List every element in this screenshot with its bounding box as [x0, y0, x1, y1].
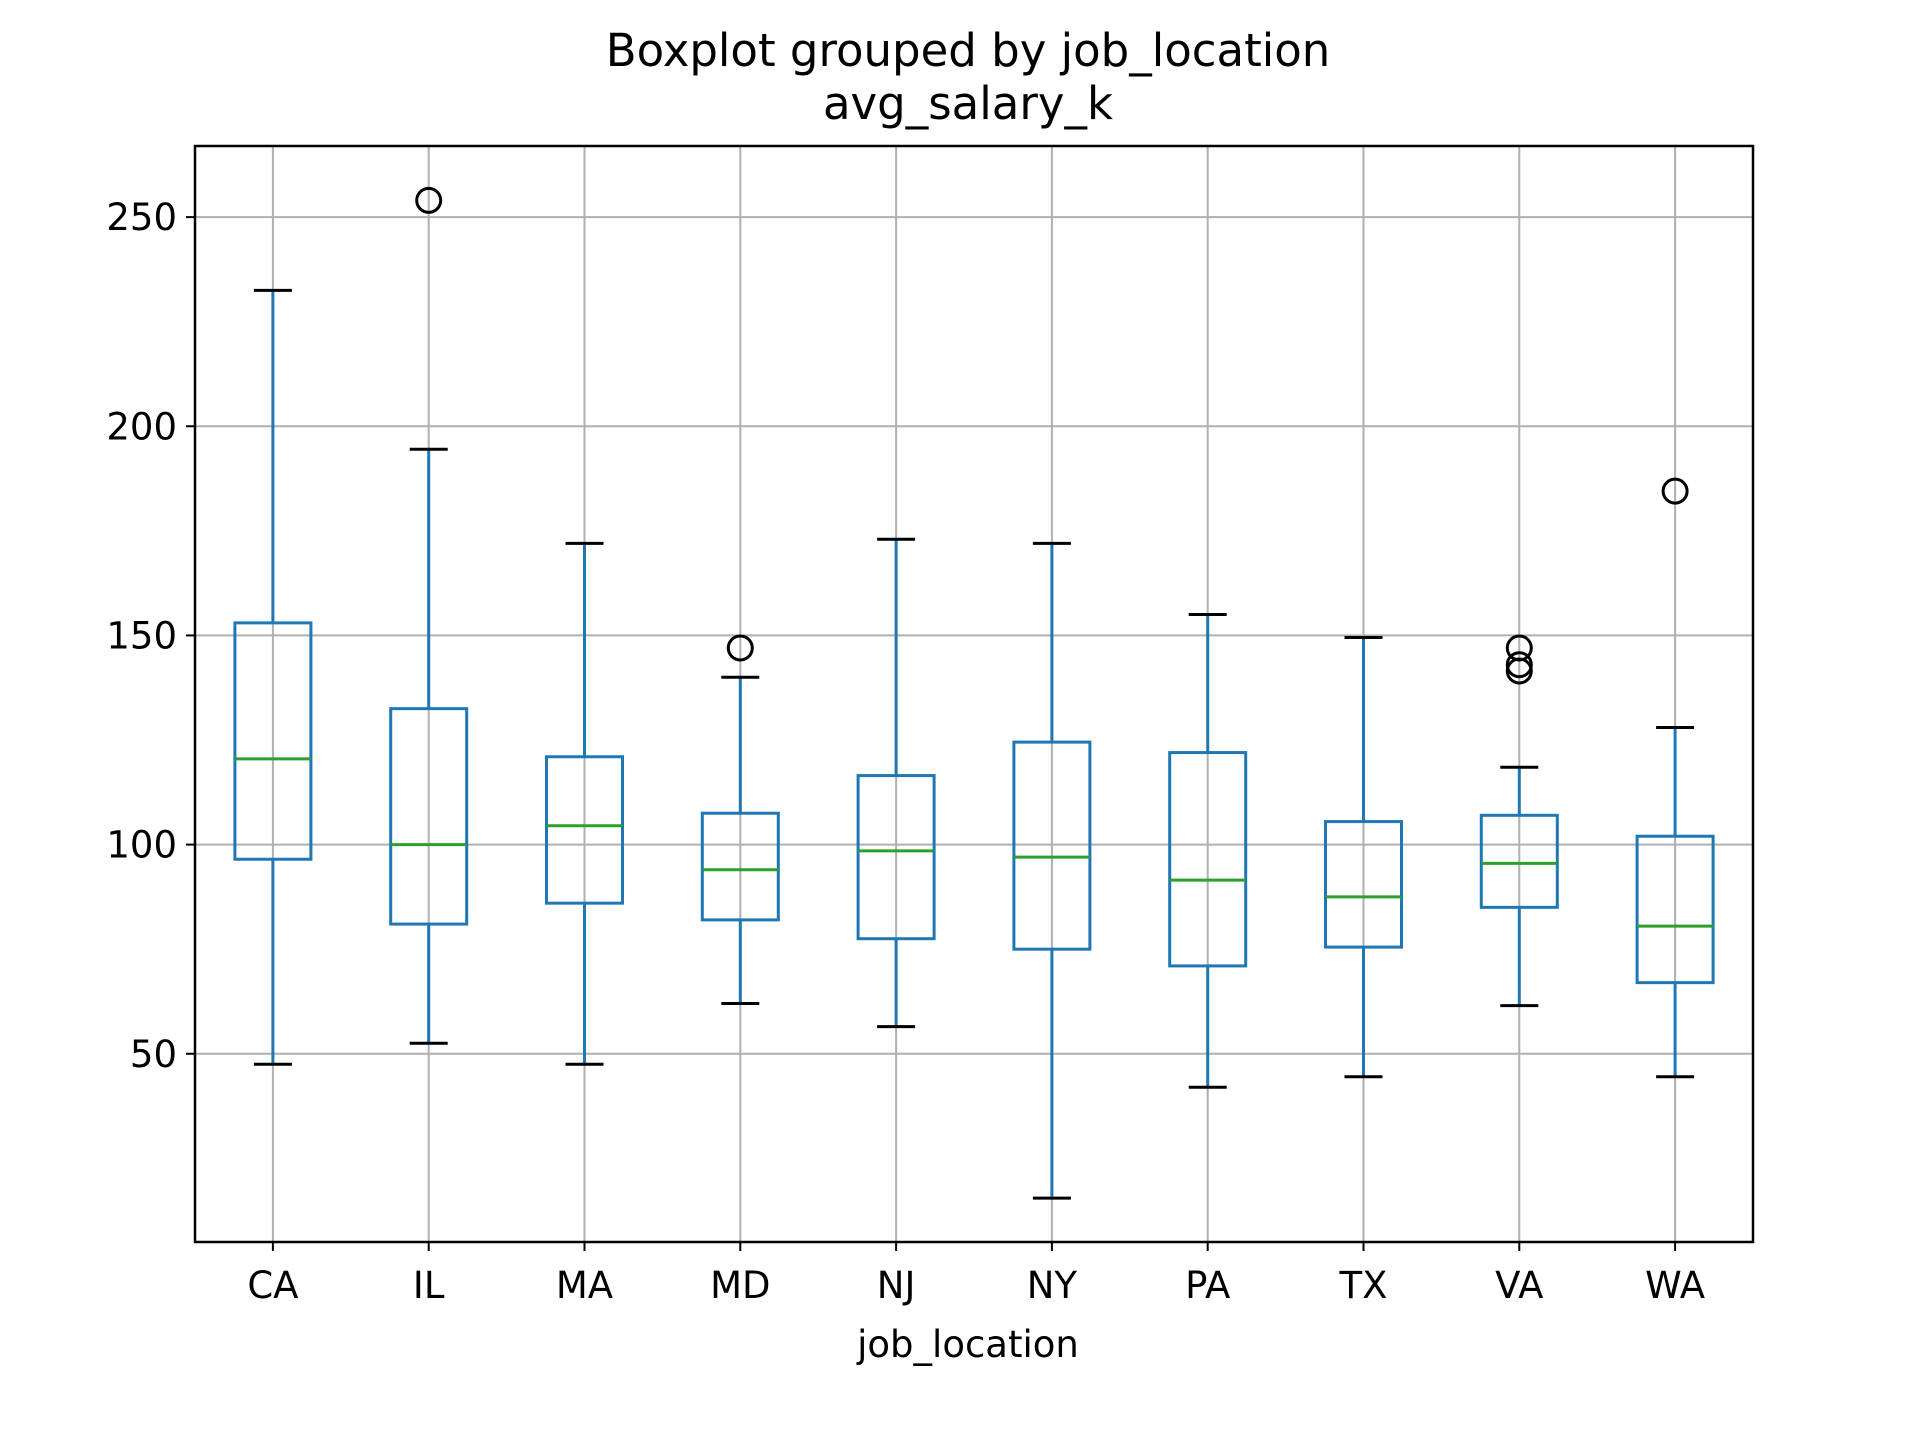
- iqr-box-VA: [1479, 813, 1559, 909]
- outlier-IL-0: [415, 186, 443, 214]
- box-NY: [1012, 541, 1092, 1200]
- x-tick-label-MA: MA: [556, 1264, 613, 1307]
- iqr-box-MD: [700, 811, 780, 922]
- y-tick-label-200: 200: [106, 405, 177, 448]
- outlier-VA-2: [1505, 634, 1533, 662]
- box-PA: [1168, 613, 1248, 1089]
- x-tick-label-NJ: NJ: [877, 1264, 916, 1307]
- box-MA: [545, 541, 624, 1066]
- iqr-box-MA: [545, 755, 624, 905]
- y-tick-label-50: 50: [130, 1033, 177, 1076]
- box-CA: [233, 288, 313, 1066]
- x-tick-label-TX: TX: [1339, 1264, 1388, 1307]
- x-axis-title: job_location: [856, 1323, 1079, 1366]
- x-tick-label-WA: WA: [1645, 1264, 1705, 1307]
- y-tick-label-100: 100: [106, 824, 177, 867]
- box-NJ: [856, 537, 936, 1029]
- outlier-MD-0: [726, 634, 754, 662]
- chart-title: Boxplot grouped by job_location: [606, 24, 1331, 77]
- plot-frame: [193, 144, 1755, 1244]
- x-tick-label-PA: PA: [1185, 1264, 1230, 1307]
- x-tick-label-NY: NY: [1027, 1264, 1078, 1307]
- y-tick-label-250: 250: [106, 196, 177, 239]
- box-layer: [233, 186, 1715, 1200]
- box-TX: [1324, 636, 1403, 1079]
- box-WA: [1635, 477, 1715, 1079]
- iqr-box-CA: [233, 621, 313, 861]
- x-tick-label-VA: VA: [1495, 1264, 1543, 1307]
- x-tick-label-MD: MD: [710, 1264, 770, 1307]
- outlier-WA-0: [1661, 477, 1689, 505]
- iqr-box-NJ: [856, 774, 936, 941]
- y-tick-label-150: 150: [106, 614, 177, 657]
- iqr-box-IL: [389, 707, 469, 926]
- chart-subtitle: avg_salary_k: [823, 77, 1113, 130]
- x-tick-label-CA: CA: [247, 1264, 298, 1307]
- box-VA: [1479, 634, 1559, 1008]
- box-IL: [389, 186, 469, 1045]
- x-tick-label-IL: IL: [413, 1264, 445, 1307]
- iqr-box-WA: [1635, 834, 1715, 985]
- iqr-box-TX: [1324, 820, 1403, 949]
- box-MD: [700, 634, 780, 1006]
- iqr-box-PA: [1168, 751, 1248, 968]
- outlier-VA-1: [1505, 651, 1533, 679]
- tick-layer: 50 100 150 200 250 CA IL MA MD NJ NY PA TX VA WA: [106, 196, 1705, 1307]
- iqr-box-NY: [1012, 740, 1092, 951]
